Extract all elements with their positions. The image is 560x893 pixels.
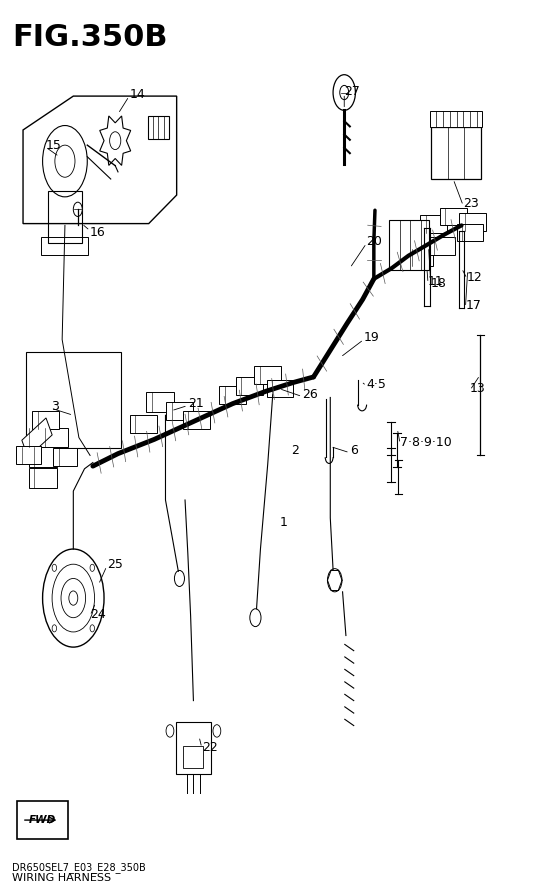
- Text: 11: 11: [428, 275, 444, 288]
- Text: 3: 3: [51, 400, 59, 413]
- Circle shape: [110, 132, 121, 150]
- Text: 21: 21: [188, 397, 204, 410]
- Bar: [41, 237, 88, 255]
- Text: 12: 12: [467, 271, 483, 284]
- Bar: [166, 402, 193, 420]
- Text: DR650SEL7_E03_E28_350B: DR650SEL7_E03_E28_350B: [12, 862, 146, 872]
- Bar: [389, 220, 429, 270]
- Circle shape: [90, 564, 95, 572]
- Text: FWD: FWD: [29, 815, 56, 825]
- Bar: [254, 366, 281, 384]
- Bar: [130, 415, 157, 433]
- Bar: [146, 392, 174, 412]
- Circle shape: [328, 569, 342, 592]
- Text: 16: 16: [90, 226, 106, 239]
- Text: 24: 24: [90, 607, 106, 621]
- Circle shape: [213, 725, 221, 737]
- Bar: [22, 418, 52, 457]
- Bar: [148, 116, 169, 139]
- Circle shape: [174, 571, 184, 587]
- Text: WIRING HARNESS: WIRING HARNESS: [12, 873, 111, 883]
- Text: FIG.350B: FIG.350B: [12, 23, 167, 52]
- Circle shape: [166, 725, 174, 737]
- Bar: [236, 377, 263, 395]
- Text: 4·5: 4·5: [367, 378, 386, 390]
- Circle shape: [52, 564, 57, 572]
- Text: 13: 13: [470, 382, 486, 395]
- Circle shape: [340, 86, 349, 100]
- Bar: [16, 446, 41, 464]
- Text: 1: 1: [280, 516, 288, 529]
- Text: 15: 15: [45, 138, 61, 152]
- Text: 26: 26: [302, 388, 318, 401]
- Bar: [428, 237, 455, 255]
- Bar: [175, 722, 211, 773]
- Bar: [29, 447, 57, 467]
- Bar: [29, 468, 57, 488]
- Text: 23: 23: [463, 197, 479, 211]
- Text: 18: 18: [431, 277, 447, 290]
- Bar: [459, 213, 486, 230]
- Text: 22: 22: [202, 741, 217, 755]
- Text: 6: 6: [350, 445, 358, 457]
- Bar: [430, 112, 482, 128]
- Bar: [17, 801, 68, 839]
- Bar: [420, 214, 447, 232]
- Text: 19: 19: [364, 331, 380, 344]
- Text: 2: 2: [291, 445, 299, 457]
- Circle shape: [52, 625, 57, 632]
- Text: 20: 20: [367, 235, 382, 248]
- Bar: [440, 207, 466, 225]
- Text: 7·8·9·10: 7·8·9·10: [400, 436, 452, 448]
- Circle shape: [250, 609, 261, 627]
- Bar: [53, 448, 77, 466]
- Bar: [406, 248, 433, 266]
- Bar: [431, 128, 481, 179]
- Bar: [32, 411, 59, 429]
- Bar: [456, 223, 483, 241]
- Text: 17: 17: [465, 299, 482, 313]
- Bar: [26, 352, 121, 448]
- Bar: [183, 411, 209, 429]
- Circle shape: [73, 202, 82, 216]
- Bar: [267, 380, 293, 397]
- Text: 27: 27: [344, 85, 360, 98]
- Bar: [183, 746, 203, 768]
- Circle shape: [90, 625, 95, 632]
- Bar: [40, 428, 68, 447]
- Bar: [48, 191, 82, 243]
- Text: 25: 25: [107, 558, 123, 571]
- Polygon shape: [100, 116, 130, 165]
- Bar: [219, 386, 246, 404]
- Text: 14: 14: [129, 88, 145, 101]
- Circle shape: [69, 591, 78, 605]
